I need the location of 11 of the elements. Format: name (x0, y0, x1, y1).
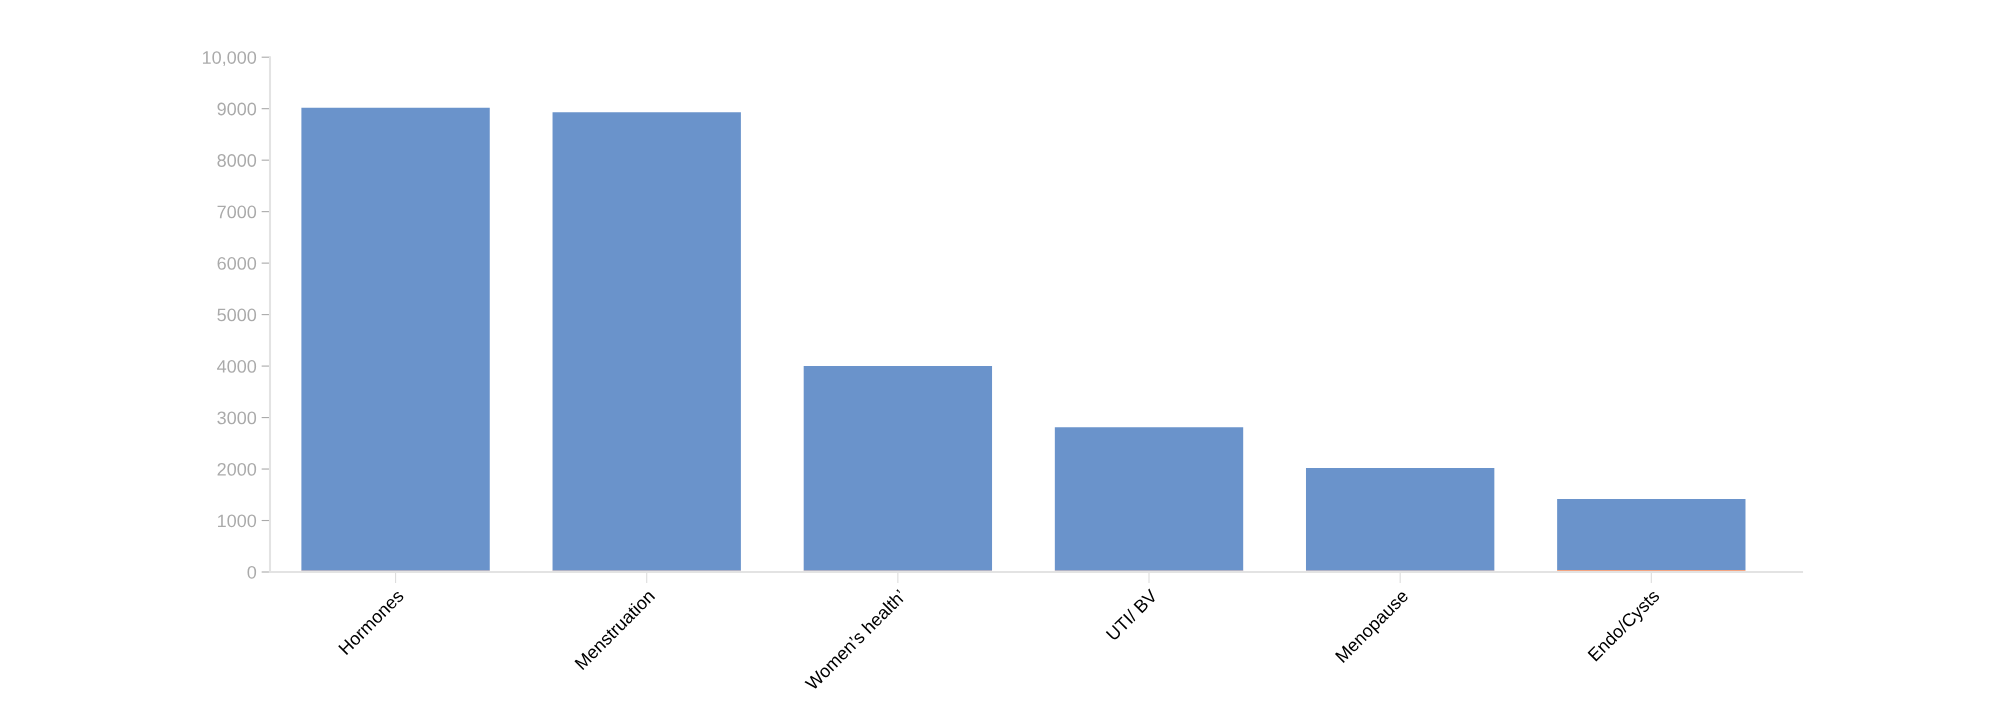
y-tick-label: 1000 (218, 514, 257, 528)
y-tick-label: 7000 (217, 205, 257, 219)
y-tick-label: 10,000 (202, 51, 257, 67)
y-tick-label: 5000 (217, 308, 257, 322)
y-tick-label: 0 (247, 565, 257, 579)
y-tick-label: 2000 (217, 462, 257, 476)
y-tick-label: 8000 (217, 154, 257, 167)
y-tick-label: 9000 (217, 102, 257, 116)
y-tick-label: 6000 (217, 257, 257, 270)
y-tick-label: 4000 (217, 360, 257, 373)
y-tick-label: 3000 (217, 411, 257, 425)
